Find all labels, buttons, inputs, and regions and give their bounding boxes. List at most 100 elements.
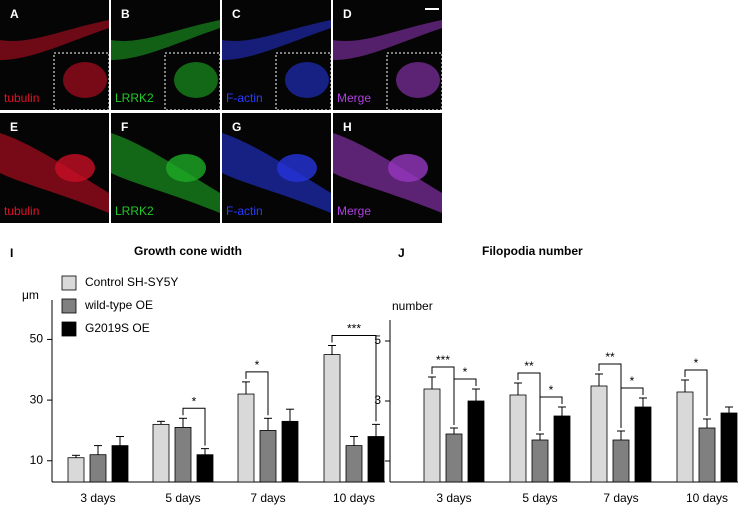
error-bar bbox=[242, 381, 250, 395]
bar bbox=[634, 406, 652, 483]
error-bar bbox=[536, 433, 544, 440]
channel-label: Merge bbox=[337, 204, 371, 218]
panel-letter: J bbox=[398, 246, 405, 260]
significance-bracket bbox=[620, 387, 644, 428]
significance-bracket bbox=[453, 378, 477, 425]
x-tick-label: 7 days bbox=[250, 491, 285, 505]
panel-letter: H bbox=[343, 120, 352, 134]
panel-letter: E bbox=[10, 120, 18, 134]
cell-process bbox=[0, 133, 109, 213]
panel-letter: G bbox=[232, 120, 241, 134]
bar bbox=[612, 439, 630, 483]
error-bar bbox=[450, 427, 458, 434]
cell-shape bbox=[333, 20, 442, 98]
legend-label: G2019S OE bbox=[85, 321, 150, 335]
error-bar bbox=[286, 408, 294, 422]
legend-label: wild-type OE bbox=[84, 298, 153, 312]
y-tick-label: 50 bbox=[30, 332, 44, 346]
error-bar bbox=[428, 376, 436, 389]
cell-process bbox=[111, 20, 220, 60]
y-tick-label: 30 bbox=[30, 392, 44, 406]
soma bbox=[63, 62, 107, 98]
cell-process bbox=[0, 20, 109, 60]
x-tick-label: 5 days bbox=[165, 491, 200, 505]
cell-process bbox=[333, 20, 442, 60]
error-bar bbox=[328, 345, 336, 355]
significance-label: ** bbox=[605, 350, 615, 364]
x-tick-label: 5 days bbox=[522, 491, 557, 505]
error-bar bbox=[681, 379, 689, 392]
significance-bracket bbox=[539, 396, 563, 431]
bar bbox=[509, 394, 527, 483]
panel-letter: B bbox=[121, 7, 130, 21]
x-tick-label: 10 days bbox=[686, 491, 728, 505]
bar bbox=[590, 385, 608, 483]
error-bar bbox=[725, 406, 733, 413]
chart-title: Filopodia number bbox=[482, 244, 583, 258]
cell-shape bbox=[222, 20, 331, 98]
error-bar bbox=[201, 448, 209, 455]
cell-process bbox=[222, 20, 331, 60]
significance-bracket bbox=[182, 407, 206, 446]
significance-label: * bbox=[694, 356, 699, 370]
significance-label: * bbox=[192, 394, 197, 408]
error-bar bbox=[595, 373, 603, 386]
error-bar bbox=[179, 417, 187, 428]
bar bbox=[323, 354, 341, 483]
bar bbox=[281, 420, 299, 483]
bar bbox=[423, 388, 441, 483]
scale-bar bbox=[425, 8, 439, 10]
panel-letter: I bbox=[10, 246, 13, 260]
cell-process bbox=[111, 133, 220, 213]
y-tick-label: 5 bbox=[374, 333, 381, 347]
y-tick-label: 1 bbox=[374, 453, 381, 467]
x-tick-label: 10 days bbox=[333, 491, 375, 505]
error-bar bbox=[72, 454, 80, 458]
error-bar bbox=[617, 430, 625, 440]
bar bbox=[467, 400, 485, 483]
panel-letter: D bbox=[343, 7, 352, 21]
bar bbox=[531, 439, 549, 483]
panel-letter: C bbox=[232, 7, 241, 21]
y-tick-label: 10 bbox=[30, 453, 44, 467]
x-tick-label: 7 days bbox=[603, 491, 638, 505]
soma bbox=[174, 62, 218, 98]
chart-title: Growth cone width bbox=[134, 244, 242, 258]
cell-shape bbox=[222, 133, 331, 213]
error-bar bbox=[94, 445, 102, 455]
channel-label: tubulin bbox=[4, 91, 39, 105]
channel-label: Merge bbox=[337, 91, 371, 105]
bar bbox=[720, 412, 738, 483]
bar bbox=[237, 393, 255, 483]
bar bbox=[111, 445, 129, 483]
bar bbox=[259, 430, 277, 483]
x-tick-label: 3 days bbox=[436, 491, 471, 505]
y-tick-label: 3 bbox=[374, 393, 381, 407]
soma bbox=[396, 62, 440, 98]
soma bbox=[166, 154, 206, 182]
error-bar bbox=[157, 420, 165, 425]
bar bbox=[698, 427, 716, 483]
soma bbox=[55, 154, 95, 182]
y-axis-label: μm bbox=[22, 288, 39, 302]
significance-label: * bbox=[630, 374, 635, 388]
significance-label: *** bbox=[347, 322, 361, 336]
bar bbox=[196, 454, 214, 483]
significance-bracket bbox=[331, 335, 377, 422]
error-bar bbox=[264, 417, 272, 431]
soma bbox=[277, 154, 317, 182]
significance-label: * bbox=[549, 383, 554, 397]
soma bbox=[285, 62, 329, 98]
error-bar bbox=[703, 418, 711, 428]
error-bar bbox=[116, 436, 124, 446]
bar bbox=[174, 426, 192, 483]
error-bar bbox=[472, 388, 480, 401]
panel-letter: F bbox=[121, 120, 128, 134]
panel-letter: A bbox=[10, 7, 19, 21]
channel-label: tubulin bbox=[4, 204, 39, 218]
cell-shape bbox=[0, 133, 109, 213]
cell-process bbox=[222, 133, 331, 213]
legend-swatch bbox=[61, 298, 77, 314]
channel-label: LRRK2 bbox=[115, 204, 154, 218]
